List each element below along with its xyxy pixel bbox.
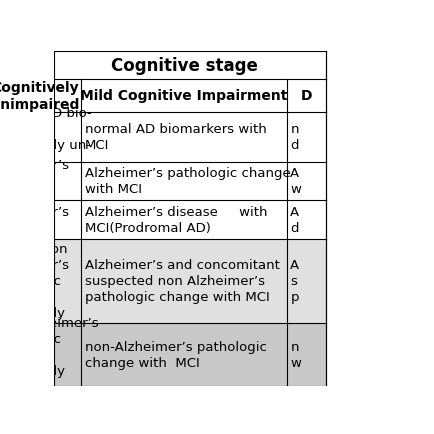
Text: Alzheimer’s pathologic change
with MCI: Alzheimer’s pathologic change with MCI [85, 167, 290, 196]
Text: Alzheimer’s
imer’s
e: Alzheimer’s imer’s e [0, 159, 70, 204]
Text: sus-
pected non
Alzheimer’s
pathologic
change,
cognitively
solely: sus- pected non Alzheimer’s pathologic c… [0, 227, 70, 335]
Bar [81, 201, 286, 239]
Bar [286, 79, 325, 113]
Bar [0, 201, 81, 239]
Text: A
s
p: A s p [290, 259, 299, 303]
Text: Alzheimer’s and concomitant
suspected non Alzheimer’s
pathologic change with MCI: Alzheimer’s and concomitant suspected no… [85, 259, 279, 303]
Text: Cognitive stage: Cognitive stage [111, 57, 257, 75]
Bar [81, 323, 286, 386]
Text: n
d: n d [290, 123, 298, 152]
Text: normal AD biomarkers with
MCI: normal AD biomarkers with MCI [85, 123, 266, 152]
Bar [0, 323, 81, 386]
Bar [286, 239, 325, 323]
Text: A
d: A d [290, 206, 299, 234]
Text: non-Alzheimer’s pathologic
change with  MCI: non-Alzheimer’s pathologic change with M… [85, 340, 266, 369]
Bar [81, 239, 286, 323]
Text: Mild Cognitive Impairment: Mild Cognitive Impairment [80, 89, 287, 103]
Bar [286, 113, 325, 162]
Bar [0, 162, 81, 201]
Text: non-Alzheimer’s
pathologic
change,
cognitively
unpaired: non-Alzheimer’s pathologic change, cogni… [0, 316, 99, 393]
Bar [81, 113, 286, 162]
Text: A
w: A w [290, 167, 300, 196]
Bar [0, 79, 81, 113]
Bar [81, 162, 286, 201]
Text: D: D [300, 89, 312, 103]
Bar [0, 52, 325, 79]
Text: n
w: n w [290, 340, 300, 369]
Bar [286, 323, 325, 386]
Text: Alzheimer’s
imer’s: Alzheimer’s imer’s [0, 206, 70, 234]
Bar [0, 239, 81, 323]
Text: Alzheimer’s disease     with
MCI(Prodromal AD): Alzheimer’s disease with MCI(Prodromal A… [85, 206, 266, 234]
Text: normal AD bio-
markers,
cognitively un-
paired: normal AD bio- markers, cognitively un- … [0, 107, 92, 168]
Bar [81, 79, 286, 113]
Text: Cognitively
Unimpaired: Cognitively Unimpaired [0, 81, 80, 111]
Bar [286, 162, 325, 201]
Bar [286, 201, 325, 239]
Bar [0, 113, 81, 162]
